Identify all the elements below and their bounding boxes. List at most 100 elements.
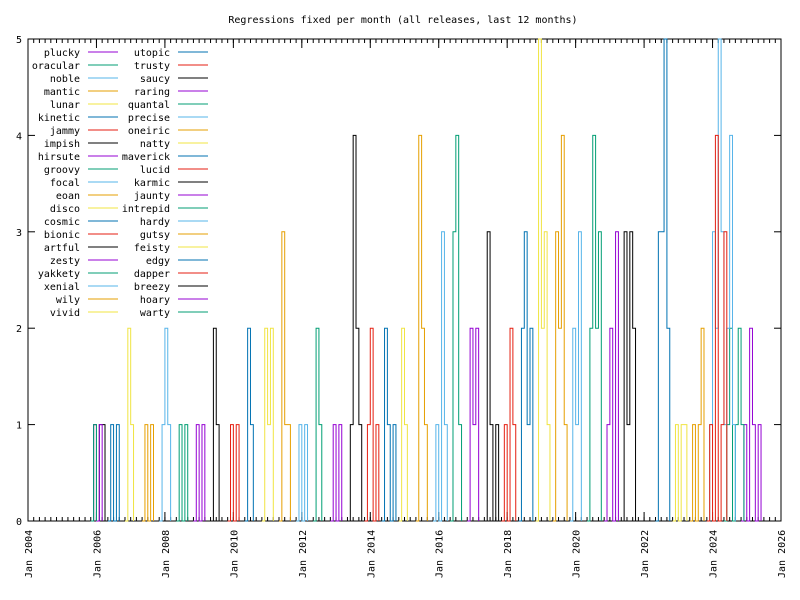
series-line-hardy [159,327,172,522]
series-line-warty [90,424,97,522]
legend-label-jammy: jammy [50,126,80,137]
legend-label-xenial: xenial [44,282,80,293]
legend-label-feisty: feisty [134,243,170,254]
legend-label-focal: focal [50,178,80,189]
series-line-vivid [398,327,408,522]
legend-label-lucid: lucid [140,165,170,176]
series-line-precise [296,424,309,522]
y-tick-label: 5 [16,35,22,46]
series-line-intrepid [176,424,189,522]
legend-label-intrepid: intrepid [122,204,170,215]
legend-label-warty: warty [140,308,170,319]
x-tick-label: Jan 2026 [777,530,788,578]
series-line-impish [621,231,637,522]
legend-label-quantal: quantal [128,100,170,111]
legend-label-mantic: mantic [44,87,80,98]
legend-label-karmic: karmic [134,178,170,189]
legend-label-natty: natty [140,139,170,150]
series-line-bionic [501,327,517,522]
series-line-breezy [96,424,106,522]
series-line-raring [330,424,343,522]
legend-label-kinetic: kinetic [38,113,80,124]
y-tick-label: 0 [16,517,22,528]
x-tick-label: Jan 2010 [229,530,240,578]
y-tick-labels: 0 1 2 3 4 5 [16,35,22,528]
legend-label-raring: raring [134,87,170,98]
legend: plucky oracular noble mantic lunar kinetic jam… [32,48,208,319]
legend-label-breezy: breezy [134,282,170,293]
series-line-trusty [364,327,380,522]
series-line-artful [484,231,500,522]
legend-label-hirsute: hirsute [38,152,80,163]
x-tick-label: Jan 2016 [435,530,446,578]
legend-label-utopic: utopic [134,48,170,59]
series-lines [90,38,762,522]
legend-label-lunar: lunar [50,100,80,111]
legend-label-impish: impish [44,139,80,150]
y-tick-label: 1 [16,421,22,432]
series-line-utopic [381,327,397,522]
legend-label-eoan: eoan [56,191,80,202]
legend-label-zesty: zesty [50,256,80,267]
y-tick-label: 3 [16,228,22,239]
series-line-feisty [124,327,135,522]
legend-label-cosmic: cosmic [44,217,80,228]
series-line-saucy [347,134,363,522]
plot-frame [27,38,782,522]
series-line-kinetic [655,38,671,522]
legend-label-bionic: bionic [44,230,80,241]
series-line-hirsute [604,231,619,522]
series-line-wily [415,134,428,522]
legend-label-vivid: vivid [50,308,80,319]
legend-label-artful: artful [44,243,80,254]
series-line-oneiric [279,231,291,522]
legend-label-jaunty: jaunty [134,191,170,202]
x-tick-label: Jan 2004 [24,530,35,578]
legend-label-edgy: edgy [146,256,170,267]
y-tick-label: 4 [16,131,22,142]
series-line-mantic [689,327,705,522]
legend-label-noble: noble [50,74,80,85]
x-tick-label: Jan 2020 [572,530,583,578]
legend-label-hoary: hoary [140,295,170,306]
x-tick-label: Jan 2008 [161,530,172,578]
series-line-jaunty [193,424,206,522]
x-tick-label: Jan 2014 [366,530,377,578]
x-tick-label: Jan 2012 [298,530,309,578]
series-line-noble [706,38,736,522]
legend-label-disco: disco [50,204,80,215]
series-line-maverick [244,327,254,522]
legend-label-precise: precise [128,113,170,124]
x-tick-labels: Jan 2004 Jan 2006 Jan 2008 Jan 2010 Jan 2012… [24,530,788,578]
series-line-karmic [210,327,220,522]
series-line-cosmic [518,231,534,522]
x-tick-label: Jan 2006 [92,530,103,578]
legend-label-plucky: plucky [44,48,80,59]
series-line-natty [261,327,274,522]
x-tick-label: Jan 2022 [640,530,651,578]
legend-label-saucy: saucy [140,74,170,85]
series-line-groovy [587,134,602,522]
series-line-zesty [467,327,480,522]
legend-label-yakkety: yakkety [38,269,80,280]
legend-label-groovy: groovy [44,165,80,176]
series-line-quantal [313,327,323,522]
series-line-gutsy [142,424,154,522]
series-line-lucid [227,424,240,522]
legend-label-hardy: hardy [140,217,170,228]
axis-ticks [27,38,782,522]
series-line-xenial [433,231,448,522]
legend-label-oracular: oracular [32,61,80,72]
series-line-eoan [552,134,568,522]
series-line-plucky [741,327,762,522]
series-line-jammy [706,134,728,522]
legend-label-gutsy: gutsy [140,230,170,241]
series-line-edgy [107,424,120,522]
series-line-yakkety [450,134,463,522]
x-tick-label: Jan 2024 [709,530,720,578]
legend-label-oneiric: oneiric [128,126,170,137]
legend-label-maverick: maverick [122,152,170,163]
legend-label-wily: wily [56,295,80,306]
legend-label-dapper: dapper [134,269,170,280]
